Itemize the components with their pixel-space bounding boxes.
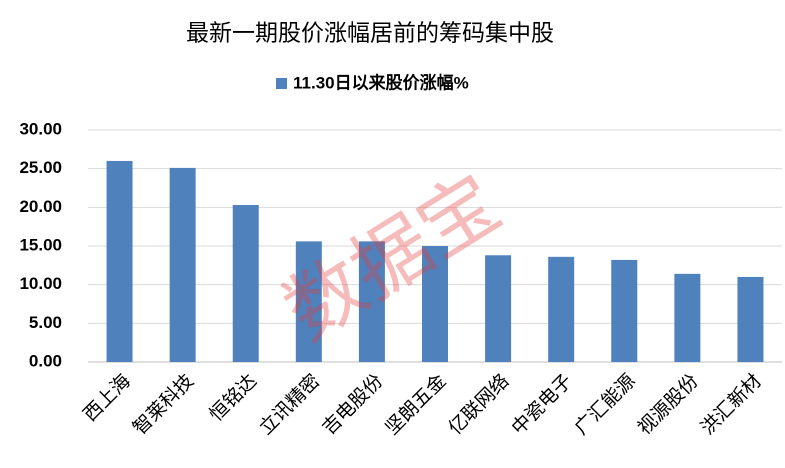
bar (232, 205, 259, 362)
y-tick-label: 25.00 (19, 158, 62, 177)
x-tick-label: 洪汇新材 (697, 370, 766, 439)
watermark: 数据宝 (270, 158, 516, 358)
y-tick-label: 5.00 (29, 313, 62, 332)
y-tick-label: 0.00 (29, 351, 62, 370)
bar (422, 246, 448, 362)
y-tick-label: 20.00 (19, 197, 62, 216)
legend-swatch (276, 78, 287, 89)
x-tick-label: 西上海 (79, 370, 135, 426)
y-tick-label: 15.00 (19, 235, 62, 254)
x-tick-label: 中瓷电子 (507, 370, 576, 439)
x-tick-label: 广汇能源 (570, 370, 639, 439)
bar (485, 255, 512, 362)
bar (295, 241, 322, 362)
bar (737, 276, 764, 362)
x-tick-label: 吉电股份 (318, 370, 387, 439)
x-tick-label: 立讯精密 (255, 370, 324, 439)
x-tick-label: 坚朗五金 (381, 370, 450, 439)
x-tick-label: 视源股份 (633, 370, 702, 439)
bar (358, 241, 385, 362)
x-tick-label: 恒铭达 (205, 370, 261, 426)
y-tick-label: 30.00 (19, 119, 62, 138)
bar (548, 256, 575, 362)
bar (611, 259, 638, 362)
x-tick-label: 亿联网络 (444, 370, 513, 439)
bar (106, 160, 133, 362)
y-tick-label: 10.00 (19, 274, 62, 293)
x-tick-label: 智莱科技 (129, 370, 198, 439)
chart-title: 最新一期股价涨幅居前的筹码集中股 (186, 21, 554, 47)
bar (169, 167, 196, 362)
bar (674, 273, 701, 362)
legend-label: 11.30日以来股价涨幅% (293, 72, 469, 92)
